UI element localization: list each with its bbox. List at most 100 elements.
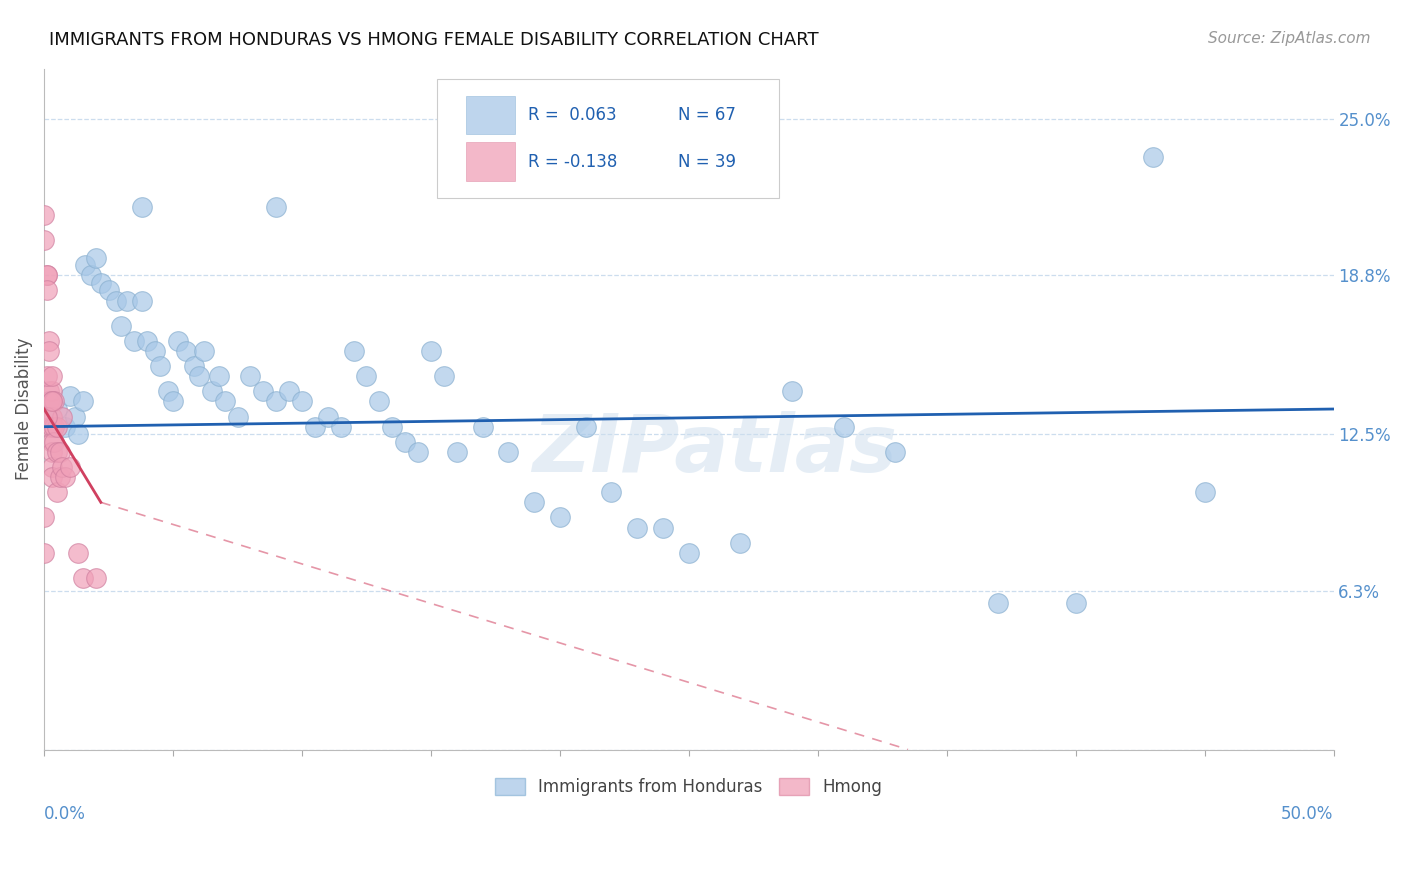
Point — [53, 470, 76, 484]
Y-axis label: Female Disability: Female Disability — [15, 338, 32, 480]
Point — [97, 284, 120, 298]
Text: N = 67: N = 67 — [679, 106, 737, 124]
Point — [162, 394, 184, 409]
Point — [1194, 485, 1216, 500]
Point — [156, 384, 179, 399]
Point — [66, 546, 89, 560]
Point — [730, 535, 752, 549]
Point — [987, 596, 1010, 610]
Text: ZIPatlas: ZIPatlas — [531, 411, 897, 489]
Point — [1064, 596, 1087, 610]
Point — [419, 344, 441, 359]
Text: R = -0.138: R = -0.138 — [527, 153, 617, 170]
Text: R =  0.063: R = 0.063 — [527, 106, 616, 124]
Point — [394, 434, 416, 449]
Point — [316, 409, 339, 424]
Text: N = 39: N = 39 — [679, 153, 737, 170]
Point — [32, 546, 55, 560]
Point — [59, 389, 82, 403]
Point — [264, 394, 287, 409]
Point — [183, 359, 205, 373]
Point — [41, 470, 63, 484]
Point — [252, 384, 274, 399]
Point — [32, 510, 55, 524]
Point — [498, 445, 520, 459]
Point — [381, 419, 404, 434]
Point — [44, 434, 66, 449]
Point — [66, 427, 89, 442]
Point — [90, 276, 112, 290]
Point — [110, 318, 132, 333]
Point — [46, 445, 69, 459]
Point — [208, 369, 231, 384]
Text: IMMIGRANTS FROM HONDURAS VS HMONG FEMALE DISABILITY CORRELATION CHART: IMMIGRANTS FROM HONDURAS VS HMONG FEMALE… — [49, 31, 818, 49]
Point — [41, 384, 63, 399]
FancyBboxPatch shape — [465, 143, 515, 180]
Point — [226, 409, 249, 424]
Point — [471, 419, 494, 434]
Point — [136, 334, 159, 348]
Point — [63, 409, 86, 424]
Point — [342, 344, 364, 359]
Point — [84, 251, 107, 265]
Point — [131, 200, 153, 214]
Point — [41, 394, 63, 409]
Point — [264, 200, 287, 214]
Point — [38, 344, 60, 359]
Point — [46, 419, 69, 434]
Point — [214, 394, 236, 409]
Point — [626, 520, 648, 534]
Point — [59, 460, 82, 475]
Point — [167, 334, 190, 348]
Point — [51, 460, 73, 475]
Point — [35, 268, 58, 283]
Point — [41, 434, 63, 449]
Point — [304, 419, 326, 434]
Point — [48, 445, 70, 459]
Point — [41, 445, 63, 459]
Point — [41, 369, 63, 384]
Point — [187, 369, 209, 384]
Point — [44, 419, 66, 434]
Point — [35, 284, 58, 298]
FancyBboxPatch shape — [437, 78, 779, 198]
Text: Source: ZipAtlas.com: Source: ZipAtlas.com — [1208, 31, 1371, 46]
Point — [239, 369, 262, 384]
Point — [32, 208, 55, 222]
Point — [143, 344, 166, 359]
Point — [446, 445, 468, 459]
Point — [149, 359, 172, 373]
Text: 0.0%: 0.0% — [44, 805, 86, 823]
Point — [548, 510, 571, 524]
Point — [329, 419, 352, 434]
Point — [53, 419, 76, 434]
Point — [131, 293, 153, 308]
Legend: Immigrants from Honduras, Hmong: Immigrants from Honduras, Hmong — [488, 771, 889, 803]
Point — [278, 384, 301, 399]
Point — [35, 268, 58, 283]
FancyBboxPatch shape — [465, 96, 515, 134]
Point — [38, 334, 60, 348]
Point — [406, 445, 429, 459]
Text: 50.0%: 50.0% — [1281, 805, 1333, 823]
Point — [35, 409, 58, 424]
Point — [32, 233, 55, 247]
Point — [41, 419, 63, 434]
Point — [41, 409, 63, 424]
Point — [41, 394, 63, 409]
Point — [51, 409, 73, 424]
Point — [575, 419, 598, 434]
Point — [523, 495, 546, 509]
Point — [433, 369, 456, 384]
Point — [38, 394, 60, 409]
Point — [115, 293, 138, 308]
Point — [105, 293, 128, 308]
Point — [446, 175, 468, 189]
Point — [46, 402, 69, 417]
Point — [72, 571, 94, 585]
Point — [201, 384, 224, 399]
Point — [600, 485, 623, 500]
Point — [79, 268, 101, 283]
Point — [832, 419, 855, 434]
Point — [35, 369, 58, 384]
